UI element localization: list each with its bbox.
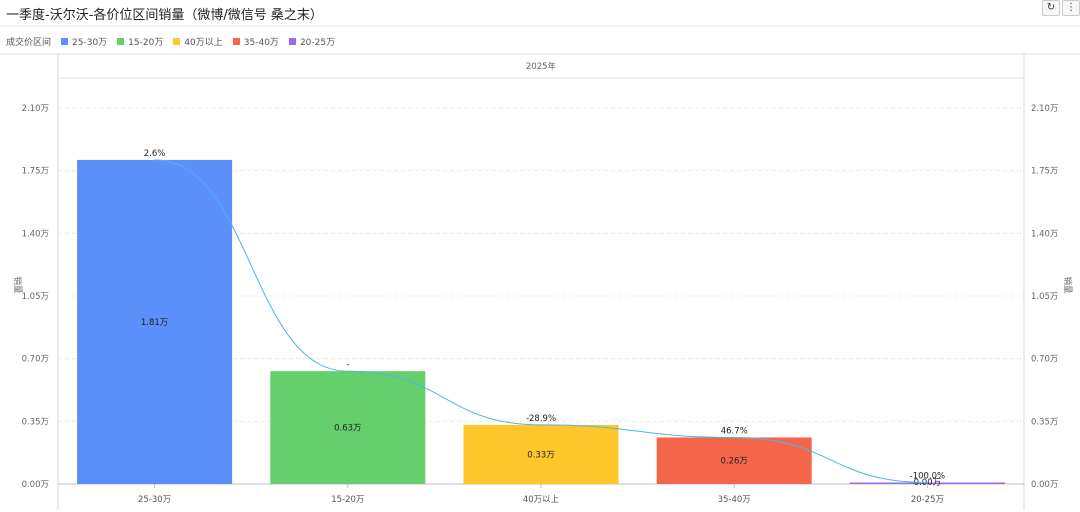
y-tick-label-right: 1.75万 (1031, 167, 1058, 177)
y-tick-label-right: 0.35万 (1031, 417, 1058, 427)
y-tick-label-right: 2.10万 (1031, 104, 1058, 114)
chart-title: 一季度-沃尔沃-各价位区间销量（微博/微信号 桑之末） (6, 8, 323, 23)
legend-swatch (117, 38, 125, 45)
legend-swatch (232, 38, 240, 45)
column-header: 2025年 (526, 61, 557, 72)
bar (270, 371, 426, 484)
bar-change-label: - (346, 360, 349, 370)
legend-swatch (173, 38, 181, 45)
y-tick-label-left: 2.10万 (22, 104, 49, 114)
bar-value-label: 1.81万 (141, 318, 168, 328)
legend-item[interactable]: 35-40万 (232, 35, 279, 48)
y-tick-label-right: 1.05万 (1031, 292, 1058, 302)
legend-swatch (288, 38, 296, 45)
bar (849, 482, 1005, 484)
legend-label: 20-25万 (299, 38, 336, 48)
legend-label: 40万以上 (184, 38, 223, 48)
bar-change-label: 46.7% (721, 426, 748, 436)
legend-label: 35-40万 (243, 38, 279, 48)
x-tick-label: 25-30万 (138, 495, 171, 505)
chart-toolbar: ↻ ⋮ (1042, 0, 1080, 16)
x-tick-label: 15-20万 (331, 495, 364, 505)
y-tick-label-left: 1.40万 (22, 229, 49, 239)
legend-item[interactable]: 20-25万 (288, 35, 336, 48)
y-tick-label-right: 0.00万 (1031, 480, 1058, 490)
x-tick-label: 35-40万 (718, 495, 751, 505)
y-tick-label-right: 1.40万 (1031, 229, 1058, 239)
bar (77, 159, 233, 484)
y-tick-label-left: 1.05万 (22, 292, 49, 302)
legend-item[interactable]: 40万以上 (173, 35, 223, 48)
y-tick-label-left: 0.70万 (22, 355, 49, 365)
legend-item[interactable]: 15-20万 (117, 35, 163, 48)
legend-item[interactable]: 25-30万 (61, 35, 107, 48)
y-tick-label-right: 0.70万 (1031, 355, 1058, 365)
y-axis-title-left: 销量 (12, 276, 23, 294)
legend-swatch (61, 38, 69, 45)
bar-change-label: -100.0% (910, 472, 945, 482)
y-axis-title-right: 销量 (1062, 276, 1073, 294)
y-tick-label-left: 1.75万 (22, 167, 49, 177)
bar (463, 424, 619, 484)
legend: 成交价区间 25-30万 15-20万 40万以上 35-40万 20-25万 (6, 35, 345, 48)
refresh-icon[interactable]: ↻ (1042, 0, 1060, 16)
bar-change-label: -28.9% (526, 414, 556, 424)
y-tick-label-left: 0.00万 (22, 480, 49, 490)
x-tick-label: 40万以上 (523, 495, 560, 505)
y-tick-label-left: 0.35万 (22, 417, 49, 427)
legend-label: 15-20万 (128, 38, 164, 48)
legend-label: 25-30万 (72, 38, 108, 48)
bar-change-label: 2.6% (144, 149, 166, 159)
trend-line (154, 159, 928, 483)
legend-title: 成交价区间 (6, 38, 52, 48)
x-tick-label: 20-25万 (911, 495, 944, 505)
bar-value-label: 0.33万 (527, 450, 554, 460)
bar-value-label: 0.26万 (720, 457, 747, 467)
bar (656, 437, 812, 484)
bar-value-label: 0.63万 (334, 424, 361, 434)
